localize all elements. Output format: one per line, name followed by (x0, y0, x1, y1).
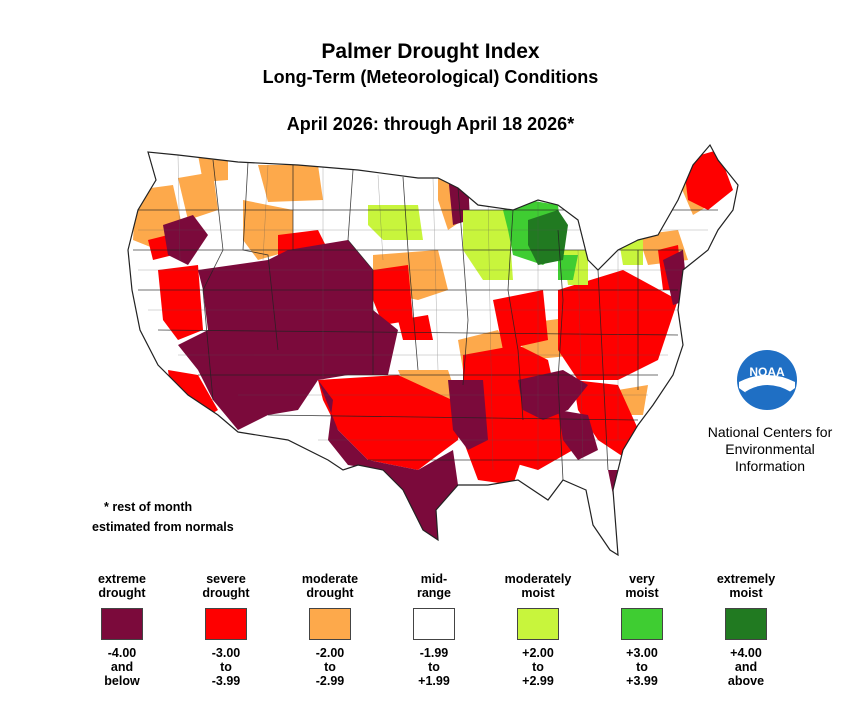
legend-range: +3.00 to +3.99 (596, 646, 688, 688)
legend-label: extremely moist (700, 572, 792, 600)
legend-label: moderate drought (284, 572, 376, 600)
noaa-logo: NOAA (737, 350, 797, 410)
legend-range-line2: and (734, 660, 758, 674)
legend-range-line1: -4.00 (107, 646, 137, 660)
legend-label: severe drought (180, 572, 272, 600)
legend-item: mid-range -1.99 to +1.99 (388, 572, 480, 688)
legend-label: moderately moist (492, 572, 584, 600)
legend-label-line2: moist (625, 586, 659, 600)
legend-swatch (205, 608, 247, 640)
legend-item: severe drought -3.00 to -3.99 (180, 572, 272, 688)
legend-swatch (101, 608, 143, 640)
legend-item: extremely moist +4.00 and above (700, 572, 792, 688)
legend-item: very moist +3.00 to +3.99 (596, 572, 688, 688)
legend-range-line2: and (110, 660, 134, 674)
legend-label-line2: drought (306, 586, 354, 600)
legend-range-line1: -1.99 (419, 646, 449, 660)
noaa-logo-text: NOAA (749, 365, 785, 379)
map-title: Palmer Drought Index (321, 40, 540, 63)
extremely-moist-areas (528, 210, 568, 265)
legend-swatch (621, 608, 663, 640)
legend-label-line1: severe (206, 572, 246, 586)
footnote-line2: estimated from normals (92, 520, 234, 534)
legend-label-line2: moist (521, 586, 555, 600)
legend-range: +2.00 to +2.99 (492, 646, 584, 688)
legend-label: very moist (596, 572, 688, 600)
legend-label-line1: extreme (98, 572, 146, 586)
footnote-line1: * rest of month (104, 500, 193, 514)
org-name-line2: Environmental (725, 441, 815, 457)
legend-range-line3: +1.99 (418, 674, 450, 688)
org-name-line1: National Centers for (707, 424, 833, 440)
legend-range-line1: +4.00 (730, 646, 762, 660)
org-name: National Centers for Environmental Infor… (700, 424, 840, 475)
legend-range: -1.99 to +1.99 (388, 646, 480, 688)
legend-range-line3: above (727, 674, 765, 688)
legend-range: -2.00 to -2.99 (284, 646, 376, 688)
legend-range-line3: -3.99 (211, 674, 241, 688)
legend-range-line1: -3.00 (211, 646, 241, 660)
legend-range-line1: +3.00 (626, 646, 658, 660)
legend-range-line2: to (324, 660, 336, 674)
legend-range: -3.00 to -3.99 (180, 646, 272, 688)
legend-label: extreme drought (76, 572, 168, 600)
legend-range-line1: +2.00 (522, 646, 554, 660)
map-subtitle: Long-Term (Meteorological) Conditions (262, 67, 599, 87)
legend-label-line2: drought (98, 586, 146, 600)
legend-range-line2: to (532, 660, 544, 674)
legend-label-line1: mid- (420, 572, 448, 586)
legend-range-line1: -2.00 (315, 646, 345, 660)
legend-item: moderate drought -2.00 to -2.99 (284, 572, 376, 688)
legend-range-line3: below (104, 674, 140, 688)
legend-label-line1: extremely (716, 572, 776, 586)
legend-range-line3: +2.99 (522, 674, 554, 688)
legend-label-line2: moist (729, 586, 763, 600)
legend-item: extreme drought -4.00 and below (76, 572, 168, 688)
legend-range-line2: to (220, 660, 232, 674)
legend-label-line1: very (629, 572, 655, 586)
legend-label-line1: moderate (301, 572, 359, 586)
legend-range: -4.00 and below (76, 646, 168, 688)
severe-drought-areas (148, 150, 733, 525)
legend-swatch (517, 608, 559, 640)
legend-swatch (725, 608, 767, 640)
map-period: April 2026: through April 18 2026* (286, 114, 575, 134)
legend-label-line1: moderately (504, 572, 572, 586)
us-drought-map (127, 144, 739, 556)
org-name-line3: Information (734, 458, 806, 474)
legend-range-line2: to (636, 660, 648, 674)
legend-swatch (413, 608, 455, 640)
legend-range-line3: -2.99 (315, 674, 345, 688)
legend-label-line2: drought (202, 586, 250, 600)
legend-label-line2: range (416, 586, 452, 600)
legend-item: moderately moist +2.00 to +2.99 (492, 572, 584, 688)
legend-range: +4.00 and above (700, 646, 792, 688)
legend-swatch (309, 608, 351, 640)
legend-range-line3: +3.99 (626, 674, 658, 688)
legend-range-line2: to (428, 660, 440, 674)
legend-label: mid-range (388, 572, 480, 600)
